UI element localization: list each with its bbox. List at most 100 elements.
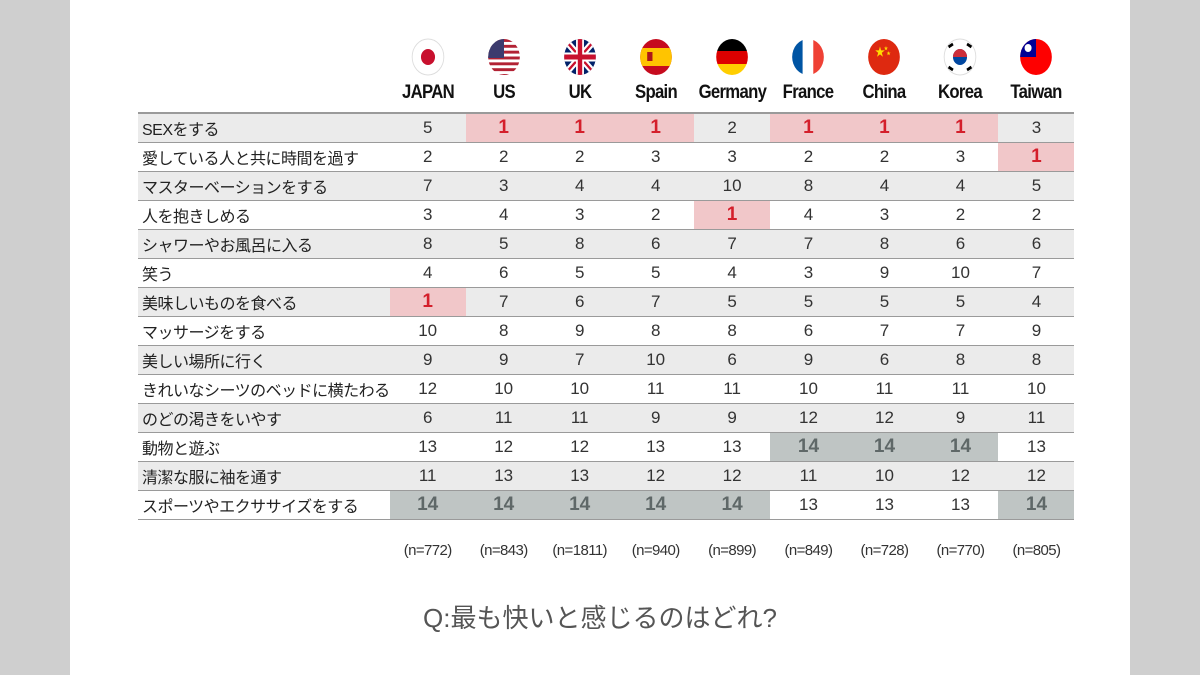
rank-cell: 4 [1031, 291, 1042, 311]
column-header-korea: Korea [927, 38, 994, 113]
rank-cell: 6 [498, 262, 509, 282]
rank-cell: 1 [922, 113, 999, 142]
table-row: 美味しいものを食べる 1 7 6 7 5 5 5 5 4 [138, 287, 1075, 316]
france-flag-icon [792, 39, 825, 75]
rank-cell: 13 [722, 436, 742, 456]
rank-cell: 11 [494, 407, 513, 427]
row-label: 動物と遊ぶ [142, 440, 220, 458]
question-caption: Q:最も快いと感じるのはどれ? [423, 603, 777, 633]
rank-cell: 5 [650, 262, 661, 282]
rank-cell: 2 [879, 146, 890, 166]
rank-cell: 5 [727, 291, 737, 311]
rank-cell: 2 [803, 146, 814, 166]
country-label: UK [568, 82, 592, 103]
rank-cell: 5 [422, 117, 433, 137]
rank-cell: 3 [803, 262, 814, 282]
spain-flag-icon [639, 39, 672, 75]
table-row: SEXをする 5 1 1 1 2 1 1 1 3 [138, 113, 1075, 142]
rank-cell: 13 [570, 465, 590, 485]
taiwan-flag-icon [1020, 39, 1053, 75]
rank-cell: 9 [879, 262, 890, 282]
rank-cell: 4 [727, 262, 737, 282]
table-row: 愛している人と共に時間を過す 2 2 2 3 3 2 2 3 1 [138, 142, 1075, 171]
rank-cell: 10 [875, 465, 894, 485]
rank-cell: 7 [422, 175, 433, 195]
rank-cell: 9 [955, 407, 966, 427]
table-row: 動物と遊ぶ 13 12 12 13 13 14 14 14 13 [138, 432, 1075, 461]
rank-cell: 7 [803, 233, 814, 253]
sample-size-cell: (n=843) [479, 542, 529, 559]
row-label: のどの渇きをいやす [142, 411, 282, 429]
table-row: のどの渇きをいやす 6 11 11 9 9 12 12 9 11 [138, 403, 1075, 432]
rank-cell: 3 [879, 204, 890, 224]
rank-cell: 12 [875, 407, 894, 427]
country-label: China [863, 82, 907, 103]
rank-cell: 3 [650, 146, 661, 166]
country-label: US [492, 82, 516, 103]
infographic-card [70, 0, 1130, 675]
rank-cell: 13 [494, 465, 514, 485]
sample-size-cell: (n=1811) [552, 542, 607, 559]
rank-cell: 8 [650, 320, 661, 340]
country-label: JAPAN [401, 82, 455, 103]
rank-cell: 5 [803, 291, 814, 311]
rank-cell: 8 [422, 233, 433, 253]
rank-cell: 3 [422, 204, 433, 224]
rank-cell: 9 [1031, 320, 1042, 340]
rank-cell: 10 [570, 378, 590, 398]
sample-size-cell: (n=772) [403, 542, 453, 559]
rank-cell: 3 [955, 146, 966, 166]
rank-cell: 14 [846, 432, 923, 461]
row-label: シャワーやお風呂に入る [142, 237, 313, 255]
rank-cell: 9 [422, 349, 433, 369]
row-label: 人を抱きしめる [142, 208, 251, 226]
rank-cell: 6 [879, 349, 890, 369]
rank-cell: 2 [422, 146, 433, 166]
rank-cell: 7 [955, 320, 966, 340]
rank-cell: 4 [498, 204, 509, 224]
rank-cell: 11 [570, 407, 589, 427]
rank-cell: 11 [875, 378, 894, 398]
rank-cell: 5 [498, 233, 509, 253]
table-row: 人を抱きしめる 3 4 3 2 1 4 3 2 2 [138, 200, 1075, 229]
rank-cell: 4 [955, 175, 966, 195]
rank-cell: 12 [722, 465, 742, 485]
table-row: 清潔な服に袖を通す 11 13 13 12 12 11 10 12 12 [138, 461, 1075, 490]
svg-text:★: ★ [876, 46, 885, 59]
svg-text:★: ★ [884, 46, 889, 51]
country-label: Spain [634, 82, 678, 103]
rank-cell: 2 [498, 146, 509, 166]
rank-cell: 13 [646, 436, 666, 456]
rank-cell: 6 [727, 349, 737, 369]
table-row: きれいなシーツのベッドに横たわる 12 10 10 11 11 10 11 11 10 [138, 374, 1075, 403]
rank-cell: 13 [799, 494, 818, 514]
rank-cell: 14 [998, 490, 1075, 519]
rank-cell: 2 [1031, 204, 1042, 224]
column-header-china: ★ ★ ★ China [851, 38, 918, 113]
rank-cell: 1 [541, 113, 618, 142]
row-label: 清潔な服に袖を通す [142, 469, 282, 487]
rank-cell: 14 [389, 490, 466, 519]
rank-cell: 12 [646, 465, 666, 485]
rank-cell: 12 [1027, 465, 1046, 485]
rank-cell: 12 [951, 465, 970, 485]
rank-cell: 13 [418, 436, 438, 456]
rank-cell: 13 [1027, 436, 1046, 456]
table-row: マスターベーションをする 7 3 4 4 10 8 4 4 5 [138, 171, 1075, 200]
table-row: シャワーやお風呂に入る 8 5 8 6 7 7 8 6 6 [138, 229, 1075, 258]
rank-cell: 11 [723, 378, 741, 398]
rank-cell: 9 [650, 407, 661, 427]
row-label: 美味しいものを食べる [142, 295, 298, 313]
column-header-uk: UK [546, 38, 613, 113]
svg-text:★: ★ [887, 51, 892, 56]
rank-cell: 14 [617, 490, 694, 519]
country-label: Taiwan [1010, 82, 1063, 103]
column-header-us: US [470, 38, 537, 113]
header-blank [153, 38, 374, 113]
rank-cell: 1 [846, 113, 923, 142]
germany-flag-icon [716, 39, 748, 75]
rank-cell: 13 [951, 494, 970, 514]
rank-cell: 12 [570, 436, 590, 456]
rank-cell: 7 [1031, 262, 1042, 282]
table-row: マッサージをする 10 8 9 8 8 6 7 7 9 [138, 316, 1075, 345]
